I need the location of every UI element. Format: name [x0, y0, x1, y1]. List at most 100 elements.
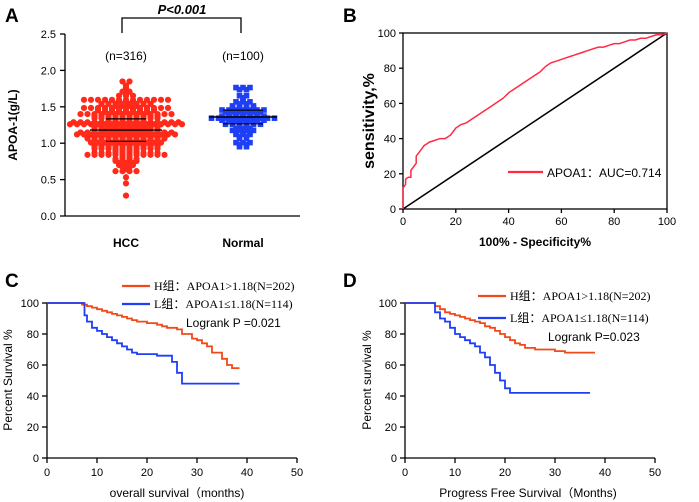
- x-tick-label: 0: [400, 216, 406, 228]
- point-hcc: [94, 96, 102, 103]
- y-tick-label: 100: [21, 298, 39, 310]
- point-hcc: [157, 139, 165, 146]
- point-hcc: [161, 151, 168, 158]
- point-hcc: [115, 92, 123, 99]
- x-tick-label: 20: [499, 467, 511, 479]
- point-normal: [229, 109, 236, 115]
- y-tick-label: 80: [384, 63, 396, 75]
- panel-d: D 0 10 20 30 40 50 0 20 40 60 80 100 Percent surviv…: [343, 271, 661, 500]
- y-tick-label: 0: [391, 453, 397, 465]
- y-tick-label: 0: [390, 204, 396, 216]
- point-hcc: [175, 119, 182, 126]
- point-normal: [243, 101, 250, 107]
- point-hcc: [126, 78, 133, 85]
- point-hcc: [101, 104, 109, 112]
- point-normal: [250, 109, 257, 115]
- point-normal: [250, 119, 257, 126]
- point-hcc: [87, 96, 95, 103]
- y-tick-label: 0.5: [41, 175, 56, 187]
- point-normal: [250, 103, 257, 109]
- point-hcc: [119, 78, 126, 85]
- point-normal: [250, 127, 257, 134]
- legend-label-l: L组：APOA1≤1.18(N=114): [510, 311, 649, 325]
- y-ticks: 0.0 0.5 1.0 1.5 2.0 2.5: [41, 29, 65, 223]
- x-axis-label: overall survival（months): [110, 486, 245, 500]
- y-tick-label: 40: [27, 391, 39, 403]
- point-hcc: [84, 119, 91, 126]
- point-normal: [247, 129, 253, 136]
- x-axis-label: 100% - Specificity%: [479, 235, 591, 249]
- point-normal: [243, 133, 250, 140]
- point-normal: [257, 115, 264, 121]
- panel-d-label: D: [343, 271, 357, 292]
- x-tick-label: 40: [599, 467, 611, 479]
- y-tick-label: 40: [384, 134, 396, 146]
- y-tick-label: 100: [379, 298, 397, 310]
- legend-label-h: H组：APOA1>1.18(N=202): [154, 279, 295, 293]
- point-normal: [243, 109, 250, 115]
- curve-h-group: [405, 302, 595, 354]
- point-hcc: [70, 119, 77, 126]
- point-hcc: [84, 129, 91, 136]
- point-hcc: [112, 168, 119, 175]
- x-tick-label: 30: [191, 467, 203, 479]
- point-normal: [243, 115, 250, 121]
- point-normal: [233, 99, 239, 105]
- point-hcc: [168, 110, 175, 118]
- y-tick-label: 60: [27, 360, 39, 372]
- point-normal: [240, 84, 246, 91]
- point-normal: [240, 117, 246, 123]
- point-normal: [219, 113, 225, 119]
- point-hcc: [98, 100, 105, 107]
- point-hcc: [94, 104, 102, 112]
- point-hcc: [129, 92, 137, 99]
- axis-ticks: 0 10 20 30 40 50 0 20 40 60 80 100: [379, 298, 661, 479]
- point-normal: [240, 129, 246, 136]
- point-normal: [264, 115, 271, 121]
- y-tick-label: 20: [385, 422, 397, 434]
- panel-b: B 0 20 40 60 80 100 0 20 40 60 80 100 sensitivity,%…: [343, 6, 676, 249]
- point-hcc: [157, 96, 165, 103]
- point-normal: [229, 119, 236, 126]
- point-hcc: [87, 139, 95, 146]
- point-hcc: [87, 104, 95, 112]
- point-normal: [247, 99, 253, 105]
- point-hcc: [143, 104, 151, 112]
- point-normal: [261, 117, 267, 123]
- point-normal: [226, 117, 232, 123]
- point-normal: [257, 109, 264, 115]
- point-normal: [236, 109, 243, 115]
- point-normal: [271, 115, 278, 121]
- x-axis-label: Progress Free Survival（Months): [439, 486, 616, 500]
- y-tick-label: 40: [385, 391, 397, 403]
- point-hcc: [80, 96, 88, 103]
- point-normal: [236, 119, 243, 126]
- y-tick-label: 80: [385, 329, 397, 341]
- point-normal: [236, 92, 243, 99]
- point-hcc: [122, 180, 130, 187]
- reference-diagonal: [402, 32, 668, 210]
- x-tick-label: 60: [555, 216, 567, 228]
- x-tick-label: 80: [608, 216, 620, 228]
- category-label-hcc: HCC: [113, 236, 139, 250]
- logrank-annotation: Logrank P=0.023: [548, 330, 640, 344]
- y-tick-label: 0.0: [41, 211, 56, 223]
- point-normal: [219, 117, 225, 123]
- point-normal: [247, 139, 253, 146]
- point-normal: [261, 107, 267, 113]
- significance-bracket: [121, 17, 242, 33]
- x-tick-label: 10: [449, 467, 461, 479]
- point-normal: [229, 103, 236, 109]
- point-hcc: [164, 104, 172, 112]
- point-hcc: [105, 100, 112, 107]
- y-tick-label: 0: [33, 453, 39, 465]
- point-normal: [243, 141, 250, 148]
- point-hcc: [140, 100, 147, 107]
- point-normal: [222, 115, 229, 121]
- point-hcc: [80, 104, 88, 112]
- point-hcc: [150, 96, 158, 103]
- point-hcc: [157, 104, 165, 112]
- point-hcc: [150, 139, 158, 146]
- x-tick-label: 0: [44, 467, 50, 479]
- point-hcc: [168, 129, 175, 136]
